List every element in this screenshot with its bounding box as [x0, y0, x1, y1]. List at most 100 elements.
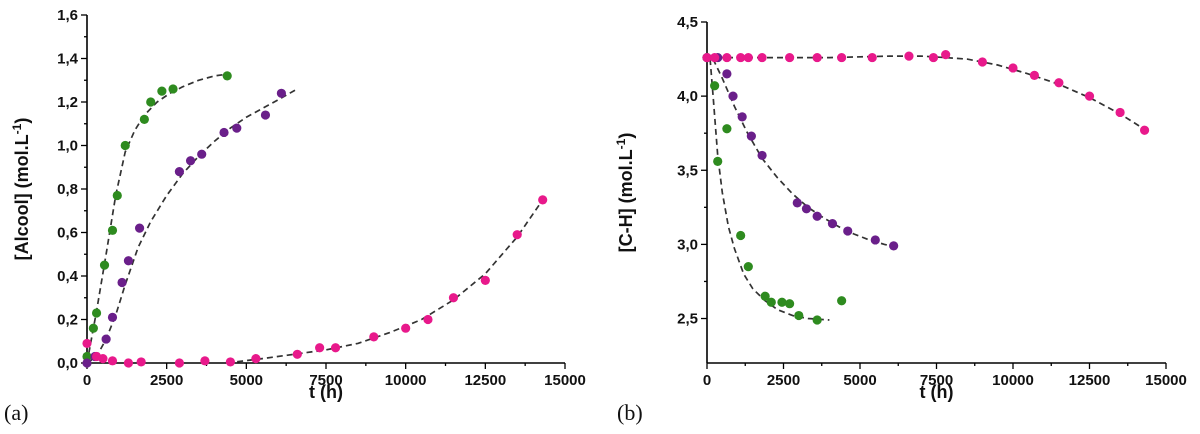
fit-curve-series-3: [707, 55, 1152, 134]
y-tick-label: 0,6: [57, 225, 78, 242]
y-axis-title: [Alcool] (mol.L-1): [10, 118, 32, 261]
y-axis-title-close: ): [12, 118, 32, 124]
data-point-series-3: [512, 230, 522, 240]
data-point-series-1: [785, 299, 795, 309]
data-point-series-3: [292, 349, 302, 359]
data-point-series-1: [157, 86, 167, 96]
y-axis-title: [C-H] (mol.L-1): [614, 133, 636, 253]
data-point-series-2: [737, 112, 747, 122]
data-point-series-3: [722, 52, 732, 63]
y-tick-label: 4,0: [677, 88, 698, 105]
y-tick-label: 1,4: [57, 51, 79, 68]
data-point-series-1: [91, 308, 102, 318]
data-point-series-2: [276, 88, 286, 98]
x-tick-label: 2500: [150, 372, 183, 389]
x-tick-label: 0: [83, 372, 91, 389]
y-tick-label: 1,6: [57, 7, 78, 24]
data-point-series-3: [538, 195, 548, 205]
data-point-series-1: [82, 351, 92, 362]
data-point-series-1: [760, 291, 770, 301]
data-point-series-2: [101, 334, 111, 344]
data-point-series-1: [766, 297, 776, 307]
y-tick-label: 2,5: [677, 311, 698, 328]
data-point-series-2: [107, 312, 118, 322]
data-point-series-1: [812, 315, 822, 325]
data-point-series-2: [728, 91, 738, 101]
y-axis-title-close: ): [616, 133, 636, 139]
y-axis-title-superscript: -1: [614, 138, 628, 149]
data-point-series-1: [222, 71, 232, 81]
x-axis-title: t (h): [309, 382, 343, 402]
data-point-series-2: [197, 149, 207, 159]
y-axis-title-main: [C-H] (mol.L: [616, 149, 636, 252]
x-tick-label: 7500: [920, 372, 953, 389]
data-point-series-1: [120, 140, 130, 151]
data-point-series-2: [117, 277, 127, 288]
data-point-series-2: [801, 204, 812, 214]
data-point-series-3: [785, 52, 795, 63]
data-point-series-3: [225, 357, 235, 367]
data-point-series-3: [369, 332, 379, 342]
chart-panel-a: 0 2500 5000 7500 10000 12500 15000 0,0 0,2 0,4 0,6…: [4, 7, 586, 425]
data-point-series-3: [1029, 70, 1040, 80]
y-tick-label: 4,5: [677, 14, 698, 31]
data-point-series-2: [219, 127, 229, 138]
data-point-series-1: [837, 296, 847, 306]
data-point-series-3: [200, 356, 210, 366]
data-point-series-2: [889, 241, 899, 251]
data-point-series-3: [928, 52, 939, 63]
data-point-series-3: [1084, 91, 1095, 101]
y-tick-label: 0,8: [57, 181, 78, 198]
data-point-series-3: [423, 314, 433, 325]
data-point-series-3: [757, 52, 767, 63]
x-tick-label: 2500: [767, 372, 800, 389]
data-point-series-3: [251, 354, 261, 364]
x-tick-label: 15000: [544, 372, 586, 389]
data-point-series-2: [174, 167, 185, 177]
fit-curve-series-3: [227, 199, 544, 364]
y-tick-label: 0,2: [57, 312, 78, 329]
data-point-series-2: [843, 226, 853, 236]
data-point-series-1: [722, 124, 732, 134]
y-tick-label: 1,0: [57, 138, 78, 155]
y-tick-label: 3,5: [677, 162, 698, 179]
data-point-series-2: [792, 198, 802, 208]
data-point-series-3: [330, 343, 341, 353]
data-point-series-2: [123, 256, 134, 266]
data-point-series-3: [1054, 78, 1064, 88]
fit-curve-series-2: [86, 88, 298, 364]
data-point-series-1: [112, 190, 122, 201]
data-point-series-1: [777, 297, 787, 307]
data-point-series-3: [315, 343, 325, 353]
data-point-series-2: [827, 219, 838, 229]
data-point-series-3: [136, 357, 146, 367]
x-tick-label: 5000: [230, 372, 263, 389]
data-point-series-3: [837, 52, 847, 63]
data-point-series-3: [1139, 125, 1150, 135]
data-point-series-3: [1008, 63, 1018, 73]
data-point-series-3: [174, 358, 185, 368]
data-point-series-3: [710, 52, 720, 63]
data-point-series-1: [107, 225, 118, 235]
y-tick-label: 3,0: [677, 236, 698, 253]
y-axis-title-main: [Alcool] (mol.L: [12, 134, 32, 260]
x-tick-label: 12500: [1069, 372, 1111, 389]
data-point-series-2: [134, 223, 145, 233]
data-point-series-2: [82, 358, 92, 368]
data-point-series-3: [1115, 107, 1125, 118]
data-point-series-1: [88, 323, 98, 333]
x-tick-label: 5000: [843, 372, 876, 389]
y-axis-title-superscript: -1: [10, 123, 24, 134]
x-tick-label: 12500: [464, 372, 506, 389]
data-point-series-1: [710, 81, 720, 91]
data-point-series-3: [107, 356, 118, 366]
x-tick-label: 0: [703, 372, 711, 389]
data-point-series-2: [812, 211, 822, 221]
data-point-series-1: [736, 230, 746, 241]
x-tick-label: 10000: [385, 372, 427, 389]
data-point-series-3: [743, 52, 753, 63]
y-tick-label: 0,0: [57, 355, 78, 372]
data-point-series-3: [82, 338, 92, 349]
data-point-series-3: [123, 358, 134, 368]
